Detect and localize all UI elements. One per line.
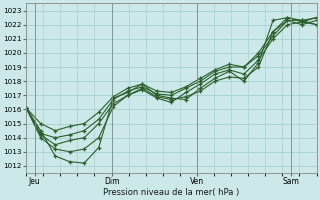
- X-axis label: Pression niveau de la mer( hPa ): Pression niveau de la mer( hPa ): [103, 188, 239, 197]
